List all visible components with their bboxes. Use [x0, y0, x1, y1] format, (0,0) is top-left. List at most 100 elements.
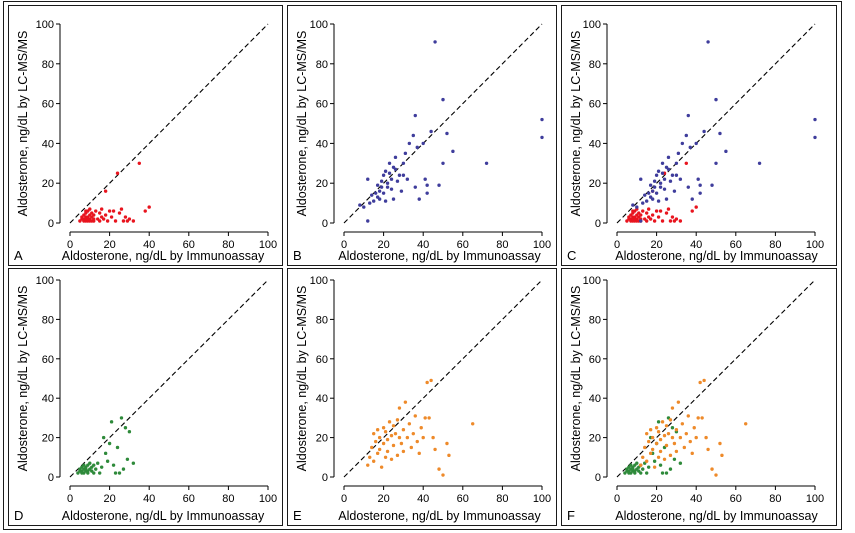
scatter-point — [103, 451, 108, 456]
scatter-point — [425, 183, 429, 187]
scatter-point — [757, 161, 762, 165]
scatter-point — [678, 219, 683, 223]
scatter-point — [660, 420, 665, 424]
scatter-point — [107, 441, 112, 446]
scatter-point — [639, 213, 643, 217]
scatter-point — [656, 420, 661, 424]
scatter-point — [366, 177, 370, 181]
scatter-point — [405, 435, 410, 440]
scatter-point — [415, 145, 419, 150]
scatter-point — [650, 447, 655, 452]
x-axis-title: Aldosterone, ng/dL by Immunoassay — [338, 249, 541, 263]
scatter-point — [99, 207, 104, 211]
scatter-point — [744, 422, 748, 426]
scatter-point — [698, 183, 702, 187]
scatter-point — [131, 461, 136, 465]
identity-reference-line — [343, 23, 543, 224]
scatter-point — [646, 207, 651, 211]
scatter-point — [643, 445, 647, 450]
scatter-point — [147, 205, 151, 209]
identity-reference-line — [69, 23, 269, 224]
scatter-point — [639, 471, 643, 475]
x-axis-title: Aldosterone, ng/dL by Immunoassay — [615, 249, 818, 263]
scatter-point — [395, 453, 400, 458]
scatter-point — [645, 219, 649, 223]
scatter-point — [399, 189, 404, 193]
scatter-point — [660, 471, 665, 475]
identity-reference-line — [616, 279, 816, 478]
scatter-point — [702, 378, 706, 383]
scatter-point — [660, 219, 665, 223]
scatter-point — [813, 117, 817, 122]
scatter-point — [409, 445, 414, 450]
x-tick-label: 60 — [183, 239, 195, 251]
scatter-point — [375, 428, 380, 432]
scatter-point — [423, 177, 427, 181]
series-red — [625, 161, 698, 223]
scatter-point — [678, 461, 683, 465]
scatter-point — [119, 207, 124, 211]
x-tick-label: 40 — [690, 239, 702, 251]
x-tick-label: 0 — [614, 239, 620, 251]
scatter-point — [401, 161, 406, 165]
scatter-point — [387, 171, 392, 175]
y-tick-label: 80 — [42, 59, 54, 71]
scatter-point — [658, 437, 663, 442]
scatter-point — [714, 473, 718, 477]
scatter-point — [674, 428, 679, 432]
scatter-point — [397, 435, 402, 440]
scatter-point — [706, 447, 710, 452]
scatter-point — [111, 463, 116, 467]
scatter-point — [113, 219, 118, 223]
scatter-point — [377, 197, 382, 201]
scatter-point — [668, 418, 673, 422]
series-orange — [639, 378, 748, 477]
scatter-point — [441, 161, 445, 165]
scatter-point — [397, 173, 402, 177]
scatter-point — [401, 428, 406, 432]
scatter-point — [429, 129, 433, 134]
scatter-point — [111, 209, 116, 213]
scatter-point — [656, 215, 661, 219]
scatter-point — [358, 203, 362, 207]
y-tick-label: 100 — [36, 19, 54, 31]
scatter-point — [417, 451, 421, 456]
identity-reference-line — [69, 279, 269, 478]
x-tick-label: 80 — [222, 239, 234, 251]
scatter-point — [383, 169, 388, 173]
scatter-point — [658, 185, 663, 189]
scatter-point — [646, 191, 651, 195]
scatter-point — [656, 199, 661, 203]
scatter-point — [115, 171, 120, 175]
y-tick-label: 40 — [42, 393, 54, 405]
scatter-point — [656, 169, 661, 173]
scatter-point — [429, 378, 433, 383]
scatter-point — [658, 449, 663, 454]
scatter-point — [664, 424, 669, 428]
y-tick-label: 40 — [589, 393, 601, 405]
y-tick-label: 60 — [316, 354, 328, 366]
x-tick-label: 80 — [496, 239, 508, 251]
scatter-point — [540, 135, 544, 140]
y-tick-label: 60 — [42, 99, 54, 111]
scatter-point — [379, 465, 384, 469]
series-blue — [631, 40, 817, 223]
scatter-point — [125, 457, 130, 461]
x-tick-label: 20 — [103, 493, 115, 505]
scatter-point — [433, 40, 437, 44]
scatter-point — [421, 435, 425, 440]
panel-letter: E — [293, 508, 302, 523]
scatter-point — [425, 380, 429, 385]
y-tick-label: 20 — [42, 433, 54, 445]
scatter-point — [427, 416, 431, 420]
scatter-point — [660, 171, 665, 175]
scatter-point — [127, 429, 132, 434]
scatter-point — [391, 424, 396, 428]
scatter-point — [107, 209, 112, 213]
scatter-point — [718, 131, 722, 136]
scatter-point — [372, 459, 376, 463]
scatter-point — [641, 201, 645, 205]
x-tick-label: 100 — [806, 239, 824, 251]
